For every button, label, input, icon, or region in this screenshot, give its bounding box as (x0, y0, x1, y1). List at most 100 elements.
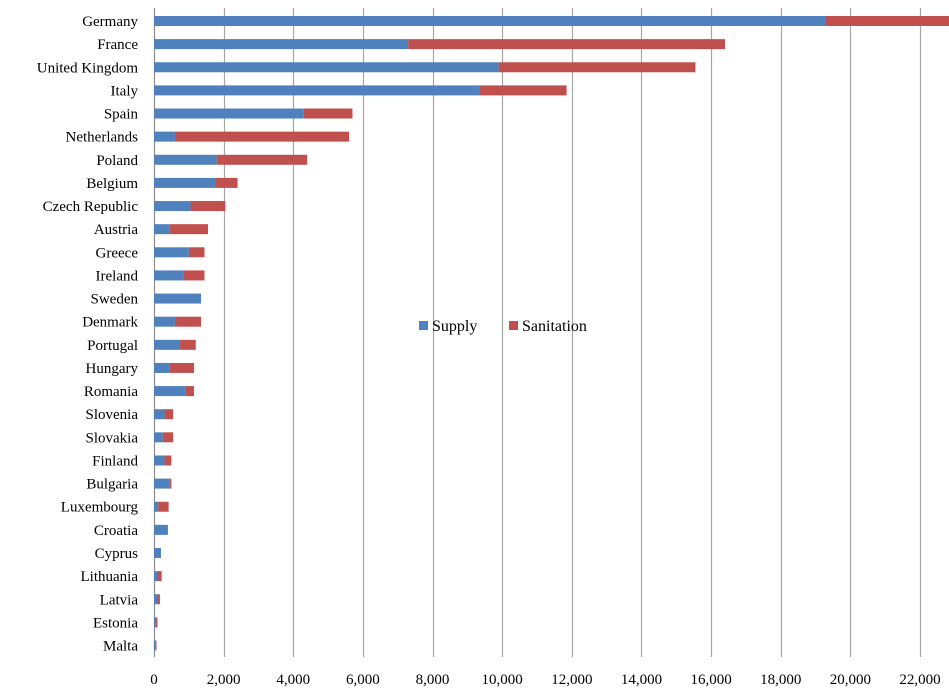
bar-supply (154, 594, 158, 605)
bar-sanitation (156, 617, 158, 628)
category-label: Luxembourg (61, 500, 139, 516)
bar-supply (154, 501, 159, 512)
bar-sanitation (158, 501, 169, 512)
bar-sanitation (169, 478, 172, 489)
bar-sanitation (157, 594, 160, 605)
x-tick-label: 16,000 (690, 672, 731, 688)
x-tick-label: 20,000 (830, 672, 871, 688)
legend-swatch-supply (419, 321, 428, 330)
bar-supply (154, 224, 170, 235)
category-label: Portugal (87, 338, 138, 354)
bar-sanitation (157, 571, 162, 582)
bar-sanitation (498, 62, 696, 73)
bar-supply (154, 339, 181, 350)
bar-supply (154, 617, 157, 628)
x-tick-label: 18,000 (760, 672, 801, 688)
category-label: Belgium (86, 176, 138, 192)
legend: Supply Sanitation (419, 318, 587, 335)
bar-sanitation (214, 177, 238, 188)
x-tick-label: 4,000 (276, 672, 310, 688)
category-label: Lithuania (81, 569, 139, 585)
category-label: Cyprus (95, 546, 139, 562)
category-labels: Germany France United Kingdom Italy Spain Net… (37, 14, 139, 655)
category-label: United Kingdom (37, 60, 139, 76)
bar-supply (154, 131, 175, 142)
bar-supply (154, 316, 175, 327)
category-label: Malta (103, 639, 138, 655)
category-label: Czech Republic (43, 199, 139, 215)
bar-supply (154, 247, 189, 258)
bar-supply (154, 640, 156, 651)
category-label: Netherlands (66, 130, 139, 146)
category-label: Spain (104, 107, 139, 123)
bar-supply (154, 293, 202, 304)
x-tick-label: 8,000 (416, 672, 450, 688)
category-label: Slovenia (86, 407, 139, 423)
category-label: Sweden (91, 292, 139, 308)
category-label: Ireland (96, 268, 139, 284)
bar-sanitation (479, 85, 567, 96)
bar-sanitation (174, 316, 202, 327)
bar-supply (154, 386, 186, 397)
x-tick-label: 12,000 (551, 672, 592, 688)
bar-supply (154, 16, 826, 26)
category-label: Croatia (94, 523, 138, 539)
category-label: Latvia (100, 592, 139, 608)
bar-supply (154, 409, 165, 420)
bar-sanitation (169, 224, 208, 235)
x-tick-label: 14,000 (621, 672, 662, 688)
category-label: Finland (92, 453, 138, 469)
bar-sanitation (155, 640, 157, 651)
category-label: Bulgaria (86, 477, 138, 493)
bar-sanitation (164, 455, 172, 466)
category-label: Slovakia (86, 430, 139, 446)
bar-supply (154, 270, 184, 281)
category-label: Germany (82, 14, 138, 30)
bar-supply (154, 39, 409, 50)
x-tick-labels: 0 2,000 4,000 6,000 8,000 10,000 12,000 14,000 1… (150, 672, 940, 688)
legend-label-sanitation: Sanitation (522, 318, 587, 335)
bar-sanitation (216, 154, 308, 165)
bar-sanitation (174, 131, 349, 142)
bar-sanitation (183, 270, 205, 281)
x-tick-label: 0 (150, 672, 158, 688)
category-label: Greece (96, 245, 139, 261)
bar-supply (154, 432, 163, 443)
x-tick-label: 10,000 (482, 672, 523, 688)
category-label: Hungary (86, 361, 139, 377)
legend-label-supply: Supply (432, 318, 477, 335)
bar-sanitation (188, 247, 205, 258)
x-tick-label: 6,000 (346, 672, 380, 688)
bar-sanitation (164, 409, 174, 420)
category-label: Italy (111, 83, 139, 99)
category-label: Romania (84, 384, 138, 400)
bar-supply (154, 478, 170, 489)
bar-sanitation (162, 432, 174, 443)
bar-supply (154, 524, 168, 535)
category-label: Poland (96, 153, 138, 169)
category-label: Denmark (82, 315, 138, 331)
bar-supply (154, 85, 480, 96)
bar-sanitation (825, 16, 949, 26)
bar-supply (154, 547, 161, 558)
bar-sanitation (408, 39, 726, 50)
bar-supply (154, 62, 499, 73)
x-tick-label: 2,000 (207, 672, 241, 688)
x-tick-label: 22,000 (899, 672, 940, 688)
bar-supply (154, 571, 158, 582)
bar-sanitation (190, 201, 226, 212)
bar-supply (154, 177, 215, 188)
legend-swatch-sanitation (509, 321, 518, 330)
bar-sanitation (185, 386, 195, 397)
bar-supply (154, 108, 304, 119)
bars (154, 16, 949, 651)
bar-supply (154, 455, 165, 466)
bar-sanitation (180, 339, 196, 350)
bar-sanitation (169, 362, 195, 373)
bar-supply (154, 201, 191, 212)
category-label: Estonia (93, 615, 138, 631)
bar-supply (154, 362, 170, 373)
category-label: Austria (94, 222, 139, 238)
bar-supply (154, 154, 217, 165)
